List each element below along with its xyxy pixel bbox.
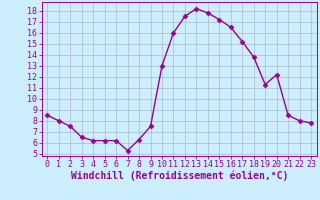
X-axis label: Windchill (Refroidissement éolien,°C): Windchill (Refroidissement éolien,°C) [70,171,288,181]
